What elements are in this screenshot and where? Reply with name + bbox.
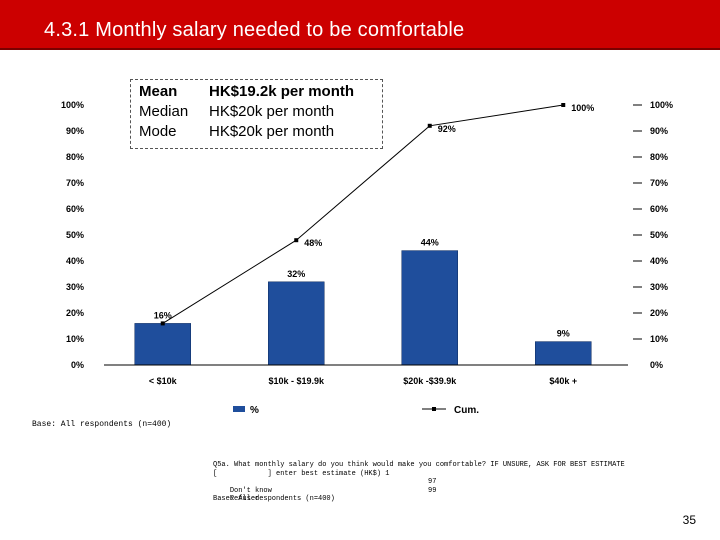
question-footnote: Q5a. What monthly salary do you think wo… — [213, 461, 625, 504]
cumulative-value-label: 48% — [304, 238, 322, 248]
stats-value: HK$20k per month — [209, 123, 335, 140]
cumulative-value-label: 100% — [571, 103, 594, 113]
stats-value: HK$19.2k per month — [209, 83, 355, 100]
stats-row-median: Median HK$20k per month — [139, 103, 379, 123]
bar-value-label: 32% — [287, 269, 305, 279]
y-tick-label-right: 20% — [650, 308, 668, 318]
legend-label-line: Cum. — [454, 405, 479, 416]
bar-value-label: 9% — [557, 329, 570, 339]
y-tick-label-left: 60% — [66, 204, 84, 214]
y-tick-label-left: 90% — [66, 126, 84, 136]
bar-value-label: 44% — [421, 238, 439, 248]
x-category-label: $10k - $19.9k — [268, 376, 325, 386]
y-tick-label-left: 80% — [66, 152, 84, 162]
x-category-label: < $10k — [149, 376, 178, 386]
bar-value-label: 16% — [154, 310, 172, 320]
title-bar — [0, 0, 720, 50]
footnote-row-label: Refused — [229, 495, 260, 503]
stats-label: Median — [139, 103, 189, 120]
y-tick-label-left: 10% — [66, 334, 84, 344]
y-tick-label-right: 60% — [650, 204, 668, 214]
slide-title: 4.3.1 Monthly salary needed to be comfor… — [44, 19, 465, 41]
footnote-row: Don't know 97 — [213, 478, 625, 495]
y-tick-label-left: 0% — [71, 360, 84, 370]
bar — [268, 281, 325, 366]
y-tick-label-right: 0% — [650, 360, 663, 370]
bar — [401, 250, 458, 366]
footnote-row-code: 97 — [428, 478, 437, 486]
y-tick-label-right: 70% — [650, 178, 668, 188]
legend-swatch-line-marker — [432, 407, 436, 411]
y-tick-label-left: 100% — [61, 100, 84, 110]
cumulative-value-label: 92% — [438, 124, 456, 134]
y-tick-label-right: 80% — [650, 152, 668, 162]
cumulative-point — [294, 238, 299, 243]
stats-label: Mean — [139, 83, 178, 100]
x-category-label: $40k + — [549, 376, 577, 386]
y-tick-label-right: 40% — [650, 256, 668, 266]
footnote-question: Q5a. What monthly salary do you think wo… — [213, 461, 625, 469]
y-tick-label-right: 100% — [650, 100, 673, 110]
footnote-enter: [ ] enter best estimate (HK$) 1 — [213, 469, 390, 478]
y-tick-label-right: 50% — [650, 230, 668, 240]
y-tick-label-right: 10% — [650, 334, 668, 344]
cumulative-point — [160, 321, 165, 326]
footnote-base: Base: All respondents (n=400) — [213, 495, 335, 503]
page-number: 35 — [682, 513, 696, 527]
y-tick-label-left: 70% — [66, 178, 84, 188]
footnote-row-code: 99 — [428, 486, 437, 495]
y-tick-label-left: 20% — [66, 308, 84, 318]
cumulative-line — [162, 104, 564, 324]
legend-label-bar: % — [250, 405, 259, 416]
cumulative-point — [427, 123, 432, 128]
x-category-label: $20k -$39.9k — [403, 376, 457, 386]
cumulative-point — [561, 103, 566, 107]
stats-label: Mode — [139, 123, 177, 140]
stats-row-mode: Mode HK$20k per month — [139, 123, 379, 143]
stats-row-mean: Mean HK$19.2k per month — [139, 83, 379, 103]
footnote-row-label: Don't know — [229, 486, 272, 495]
stats-value: HK$20k per month — [209, 103, 335, 120]
summary-stats-box: Mean HK$19.2k per month Median HK$20k pe… — [130, 79, 383, 149]
footnote-row: Refused 99 — [213, 486, 625, 504]
y-tick-label-right: 90% — [650, 126, 668, 136]
bar — [134, 323, 191, 366]
y-tick-label-right: 30% — [650, 282, 668, 292]
y-tick-label-left: 50% — [66, 230, 84, 240]
bar — [535, 341, 592, 366]
base-note: Base: All respondents (n=400) — [32, 420, 172, 429]
y-tick-label-left: 30% — [66, 282, 84, 292]
legend-swatch-bar — [233, 406, 245, 412]
y-tick-label-left: 40% — [66, 256, 84, 266]
